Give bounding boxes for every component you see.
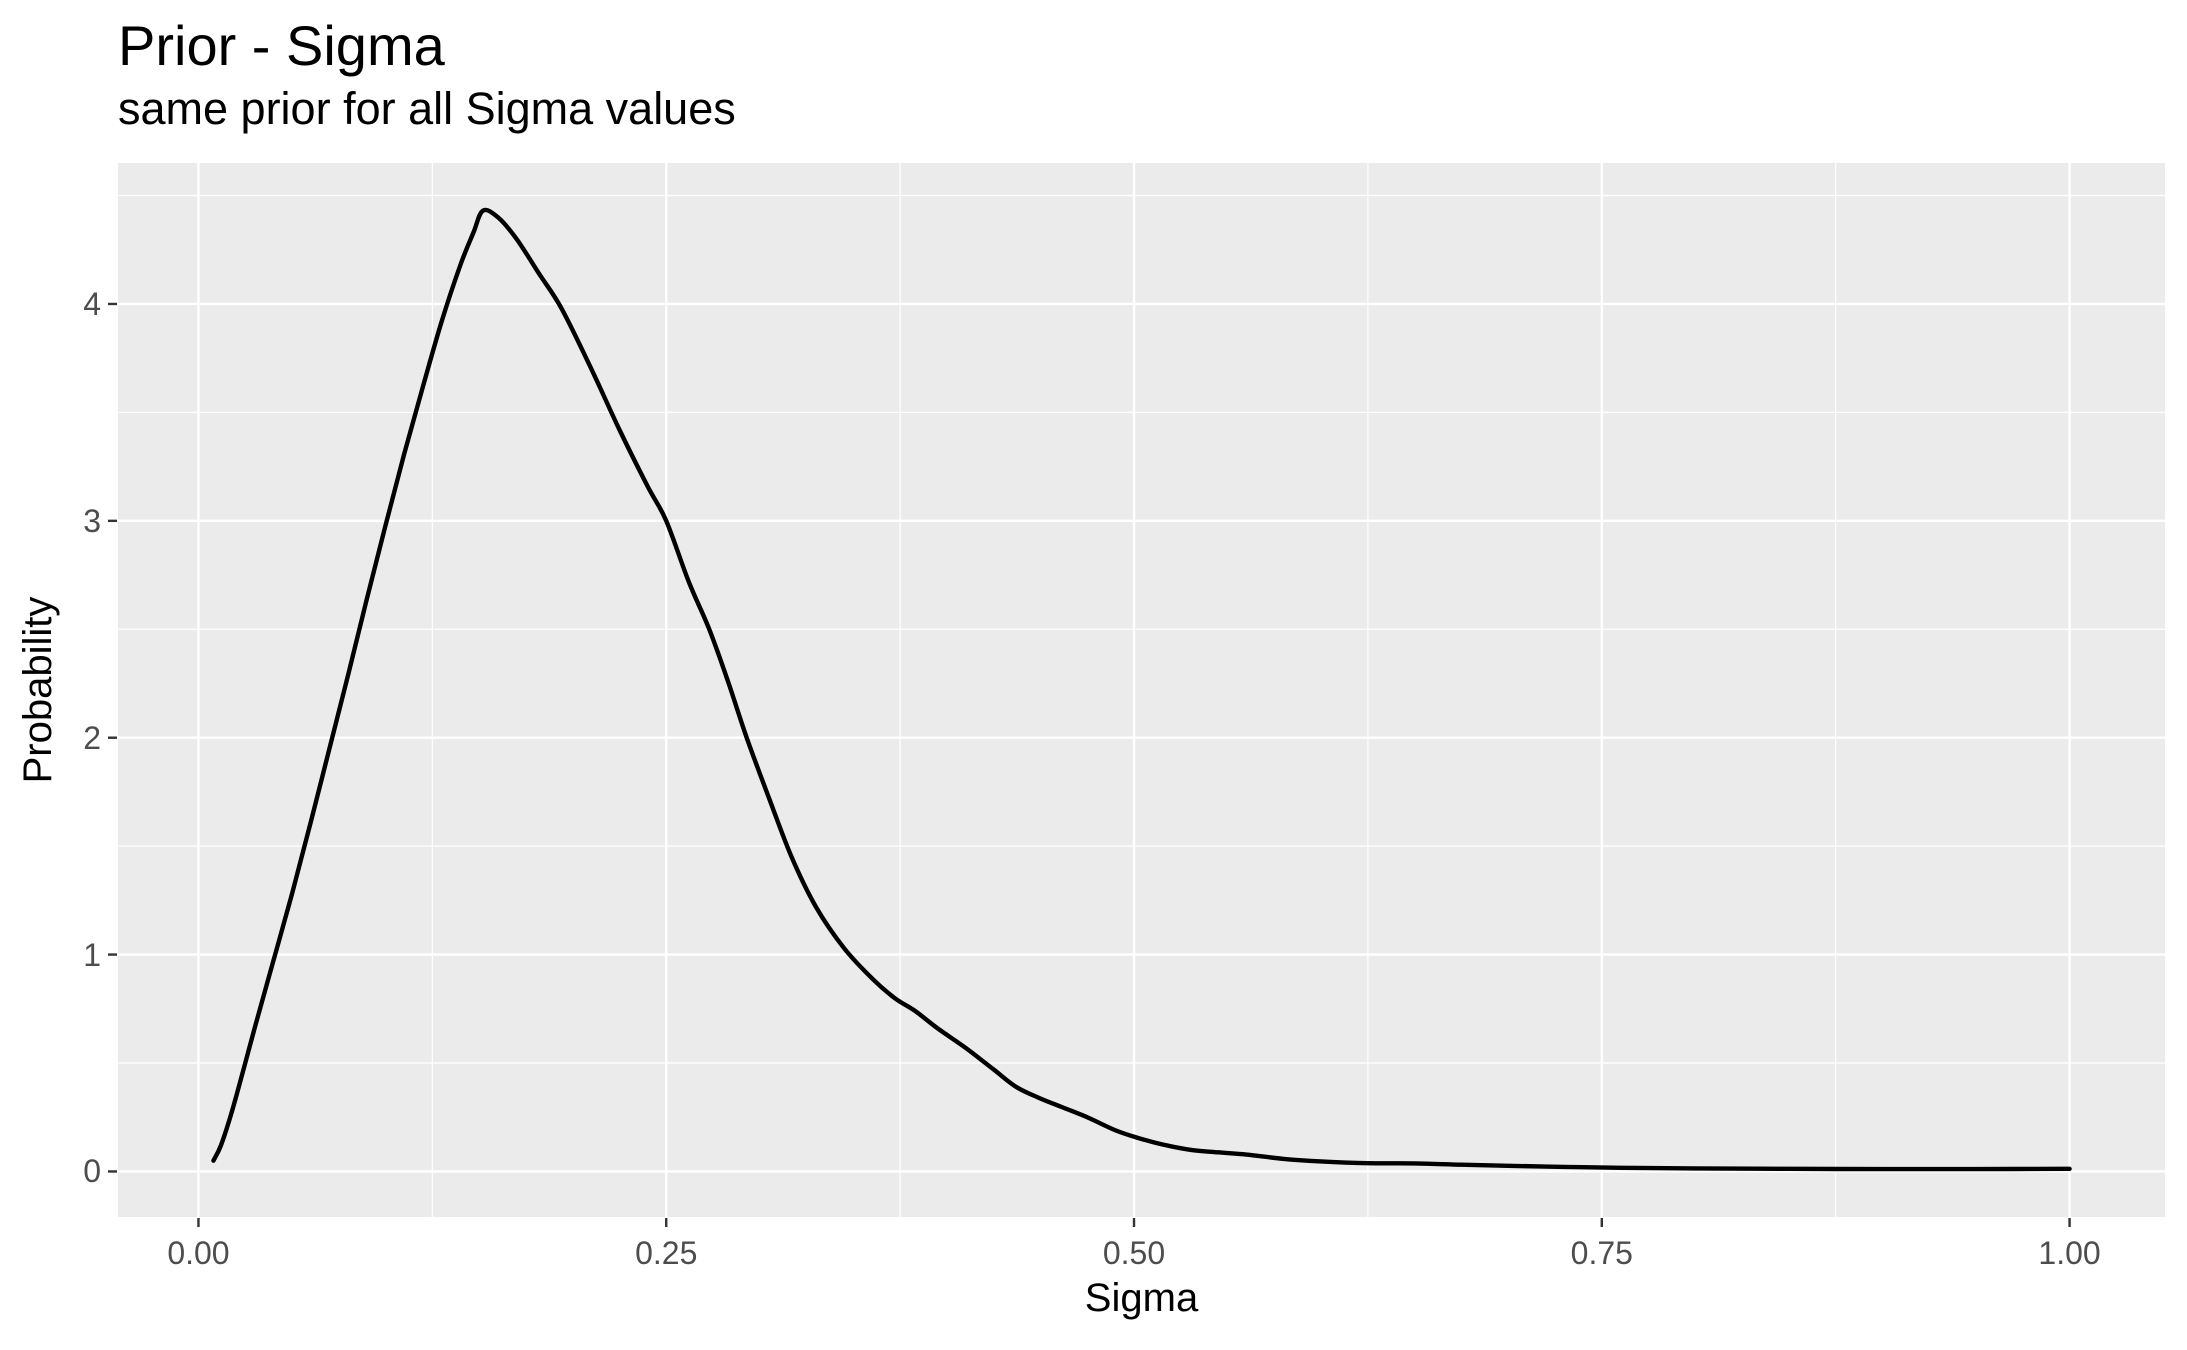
y-tick-label: 2 xyxy=(83,719,101,756)
x-tick-label: 0.50 xyxy=(1102,1235,1166,1271)
plot-title: Prior - Sigma xyxy=(118,14,445,77)
y-tick-label: 4 xyxy=(83,285,101,322)
plot-subtitle: same prior for all Sigma values xyxy=(118,83,736,134)
y-tick-label: 0 xyxy=(83,1153,101,1190)
x-tick-label: 0.00 xyxy=(167,1235,230,1271)
x-axis-title: Sigma xyxy=(1084,1276,1199,1320)
density-curve xyxy=(211,207,2072,1172)
y-tick-label: 1 xyxy=(83,936,101,973)
panel-background xyxy=(118,163,2165,1217)
x-tick-label: 1.00 xyxy=(2038,1235,2101,1271)
x-tick-label: 0.75 xyxy=(1570,1235,1633,1271)
y-tick-label: 3 xyxy=(83,502,101,539)
x-tick-label: 0.25 xyxy=(635,1235,698,1271)
y-axis-title: Probability xyxy=(16,596,60,784)
